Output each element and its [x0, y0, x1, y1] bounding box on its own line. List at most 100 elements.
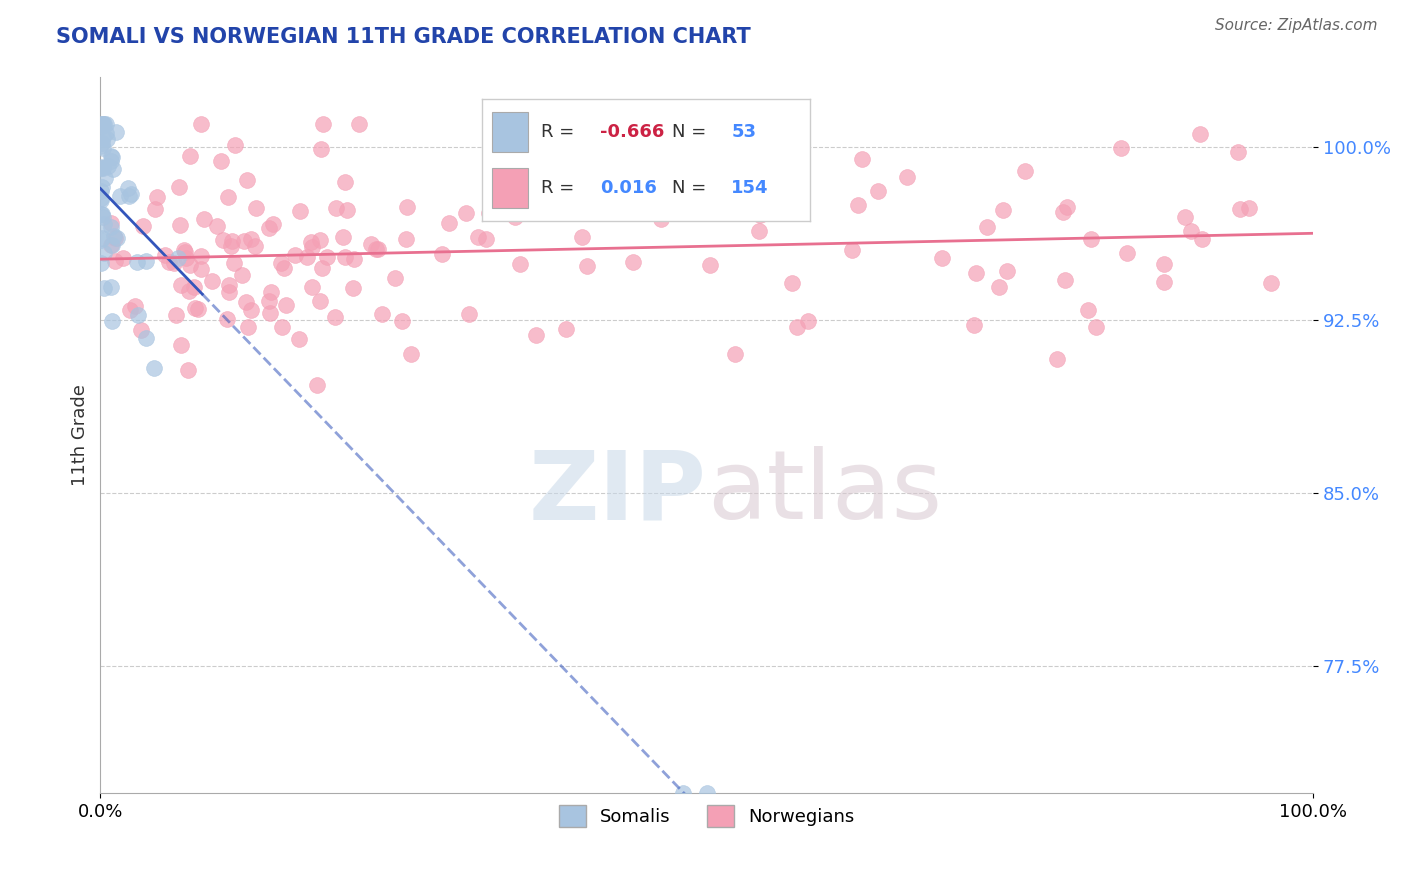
Point — [91, 117, 114, 131]
Point — [236, 320, 259, 334]
Point — [190, 262, 212, 277]
Point — [260, 285, 283, 299]
Point — [120, 187, 142, 202]
Point — [503, 211, 526, 225]
Point — [93, 281, 115, 295]
Point — [259, 306, 281, 320]
Point — [94, 171, 117, 186]
Point — [748, 224, 770, 238]
Point — [93, 117, 115, 131]
Point — [100, 219, 122, 234]
Point — [1085, 319, 1108, 334]
Point — [129, 323, 152, 337]
Point — [467, 230, 489, 244]
Point — [170, 278, 193, 293]
Text: ZIP: ZIP — [529, 446, 707, 539]
Point — [127, 308, 149, 322]
Text: atlas: atlas — [707, 446, 942, 539]
Point — [90, 161, 112, 175]
Point — [395, 201, 418, 215]
Point — [157, 255, 180, 269]
Point — [105, 124, 128, 138]
Point — [205, 219, 228, 233]
Point — [384, 271, 406, 285]
Point — [288, 204, 311, 219]
Point — [179, 258, 201, 272]
Y-axis label: 11th Grade: 11th Grade — [72, 384, 89, 486]
Point — [91, 136, 114, 150]
Point — [91, 119, 114, 133]
Point — [91, 117, 114, 131]
Point — [167, 251, 190, 265]
Point — [100, 238, 122, 252]
Point — [1111, 141, 1133, 155]
Point — [193, 212, 215, 227]
Point — [217, 312, 239, 326]
Point — [91, 130, 114, 145]
Point — [323, 310, 346, 324]
Point — [896, 170, 918, 185]
Point — [271, 320, 294, 334]
Point — [100, 280, 122, 294]
Point — [297, 251, 319, 265]
Point — [240, 232, 263, 246]
Point — [224, 138, 246, 153]
Point — [395, 232, 418, 246]
Point — [786, 320, 808, 334]
Legend: Somalis, Norwegians: Somalis, Norwegians — [551, 798, 862, 834]
Point — [221, 234, 243, 248]
Point — [478, 206, 501, 220]
Point — [671, 786, 693, 800]
Point — [245, 201, 267, 215]
Point — [108, 189, 131, 203]
Point — [93, 246, 115, 260]
Point — [218, 278, 240, 293]
Point — [1153, 275, 1175, 289]
Point — [931, 251, 953, 265]
Point — [132, 219, 155, 233]
Point — [179, 149, 201, 163]
Point — [165, 308, 187, 322]
Point — [243, 239, 266, 253]
Point — [458, 307, 481, 321]
Point — [963, 318, 986, 333]
Point — [100, 149, 122, 163]
Point — [174, 252, 197, 266]
Point — [190, 117, 212, 131]
Point — [301, 279, 323, 293]
Point — [184, 301, 207, 315]
Point — [333, 175, 356, 189]
Point — [650, 212, 672, 227]
Point — [509, 256, 531, 270]
Point — [177, 362, 200, 376]
Point — [105, 231, 128, 245]
Point — [866, 184, 889, 198]
Point — [748, 208, 770, 222]
Point — [1116, 245, 1139, 260]
Point — [311, 260, 333, 275]
Point — [301, 240, 323, 254]
Point — [988, 280, 1011, 294]
Point — [367, 242, 389, 256]
Point — [1153, 257, 1175, 271]
Point — [342, 252, 364, 267]
Point — [342, 281, 364, 295]
Point — [976, 219, 998, 234]
Point — [257, 221, 280, 235]
Point — [90, 184, 112, 198]
Point — [89, 139, 111, 153]
Point — [91, 230, 114, 244]
Point — [399, 347, 422, 361]
Point — [90, 193, 112, 207]
Point — [1188, 128, 1211, 142]
Point — [218, 285, 240, 299]
Point — [1053, 273, 1076, 287]
Point — [173, 245, 195, 260]
Point — [93, 217, 115, 231]
Point — [104, 231, 127, 245]
Point — [101, 314, 124, 328]
Point — [309, 142, 332, 156]
Point — [236, 173, 259, 187]
Point — [309, 234, 332, 248]
Point — [1229, 202, 1251, 216]
